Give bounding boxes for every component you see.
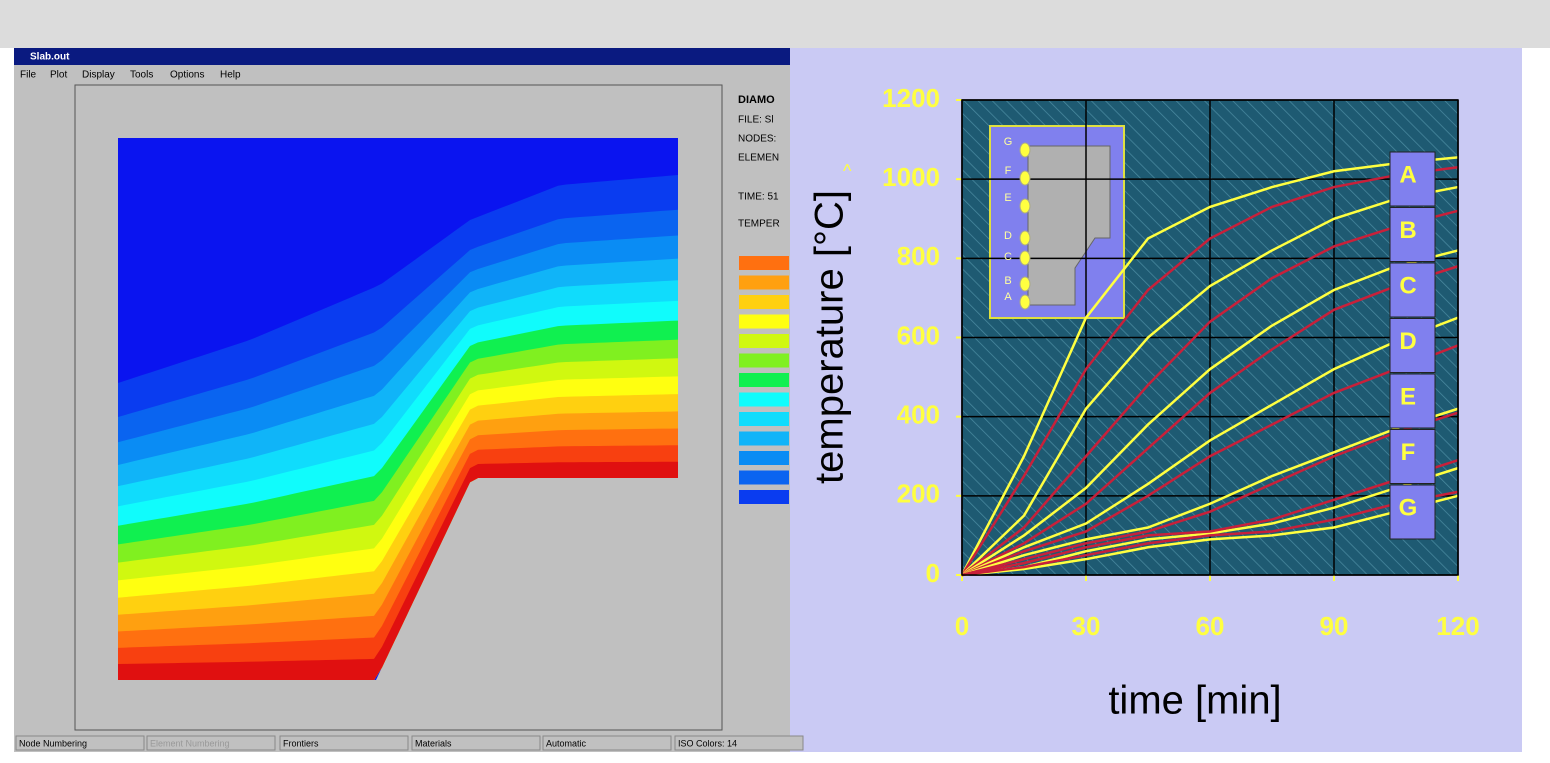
y-tick-label: 1000 [882, 162, 940, 192]
page: Slab.out time [min] temperature [°C] ^ F… [0, 0, 1550, 758]
curve-label: F [1401, 439, 1416, 466]
curve-label: B [1399, 217, 1416, 244]
window-title: Slab.out [30, 52, 70, 63]
status-text: Element Numbering [150, 738, 230, 748]
sensor-dot [1020, 143, 1030, 157]
curve-label: G [1399, 494, 1418, 521]
inset-label: A [1004, 291, 1012, 303]
menu-item[interactable]: File [20, 70, 37, 81]
x-axis-label: time [min] [1108, 679, 1281, 723]
y-axis-label: temperature [°C] [808, 190, 852, 484]
top-strip [0, 0, 1550, 48]
menu-item[interactable]: Plot [50, 70, 67, 81]
legend-swatch [739, 373, 789, 387]
annotation: ^ [843, 161, 852, 181]
legend-swatch [739, 276, 789, 290]
x-tick-label: 30 [1072, 611, 1101, 641]
sensor-dot [1020, 231, 1030, 245]
legend-swatch [739, 490, 789, 504]
inset-label: D [1004, 230, 1012, 242]
legend-swatch [739, 432, 789, 446]
y-tick-label: 400 [897, 400, 940, 430]
legend-swatch [739, 412, 789, 426]
sensor-dot [1020, 199, 1030, 213]
legend-swatch [739, 471, 789, 485]
menu-item[interactable]: Tools [130, 70, 153, 81]
info-text: DIAMO [738, 94, 775, 106]
info-text: ELEMEN [738, 153, 779, 164]
inset-label: B [1004, 275, 1011, 287]
sensor-dot [1020, 277, 1030, 291]
info-text: TEMPER [738, 219, 780, 230]
status-text: Node Numbering [19, 738, 87, 748]
x-tick-label: 90 [1320, 611, 1349, 641]
y-tick-label: 600 [897, 320, 940, 350]
y-tick-label: 200 [897, 479, 940, 509]
curve-label: A [1399, 161, 1416, 188]
x-tick-label: 0 [955, 611, 969, 641]
y-tick-label: 0 [926, 558, 940, 588]
status-text: Frontiers [283, 738, 319, 748]
info-text: TIME: 51 [738, 192, 779, 203]
menu-item[interactable]: Options [170, 70, 204, 81]
status-text: Automatic [546, 738, 587, 748]
legend-swatch [739, 354, 789, 368]
curve-label: E [1400, 383, 1416, 410]
x-tick-label: 120 [1436, 611, 1479, 641]
info-text: FILE: Sl [738, 115, 774, 126]
menu-item[interactable]: Help [220, 70, 241, 81]
info-text: NODES: [738, 134, 776, 145]
legend-swatch [739, 334, 789, 348]
sensor-dot [1020, 295, 1030, 309]
sensor-dot [1020, 251, 1030, 265]
y-tick-label: 800 [897, 241, 940, 271]
legend-swatch [739, 393, 789, 407]
inset-label: C [1004, 251, 1012, 263]
y-tick-label: 1200 [882, 83, 940, 113]
legend-swatch [739, 315, 789, 329]
sensor-dot [1020, 171, 1030, 185]
legend-swatch [739, 451, 789, 465]
menu-item[interactable]: Display [82, 70, 115, 81]
curve-label: C [1399, 272, 1416, 299]
legend-swatch [739, 256, 789, 270]
curve-label: D [1399, 328, 1416, 355]
status-text: Materials [415, 738, 452, 748]
title-bar [14, 48, 790, 65]
inset-label: F [1005, 165, 1012, 177]
inset-label: G [1004, 136, 1013, 148]
status-text: ISO Colors: 14 [678, 738, 737, 748]
legend-swatch [739, 295, 789, 309]
x-tick-label: 60 [1196, 611, 1225, 641]
inset-label: E [1004, 192, 1011, 204]
screen: Slab.out time [min] temperature [°C] ^ F… [0, 0, 1550, 758]
